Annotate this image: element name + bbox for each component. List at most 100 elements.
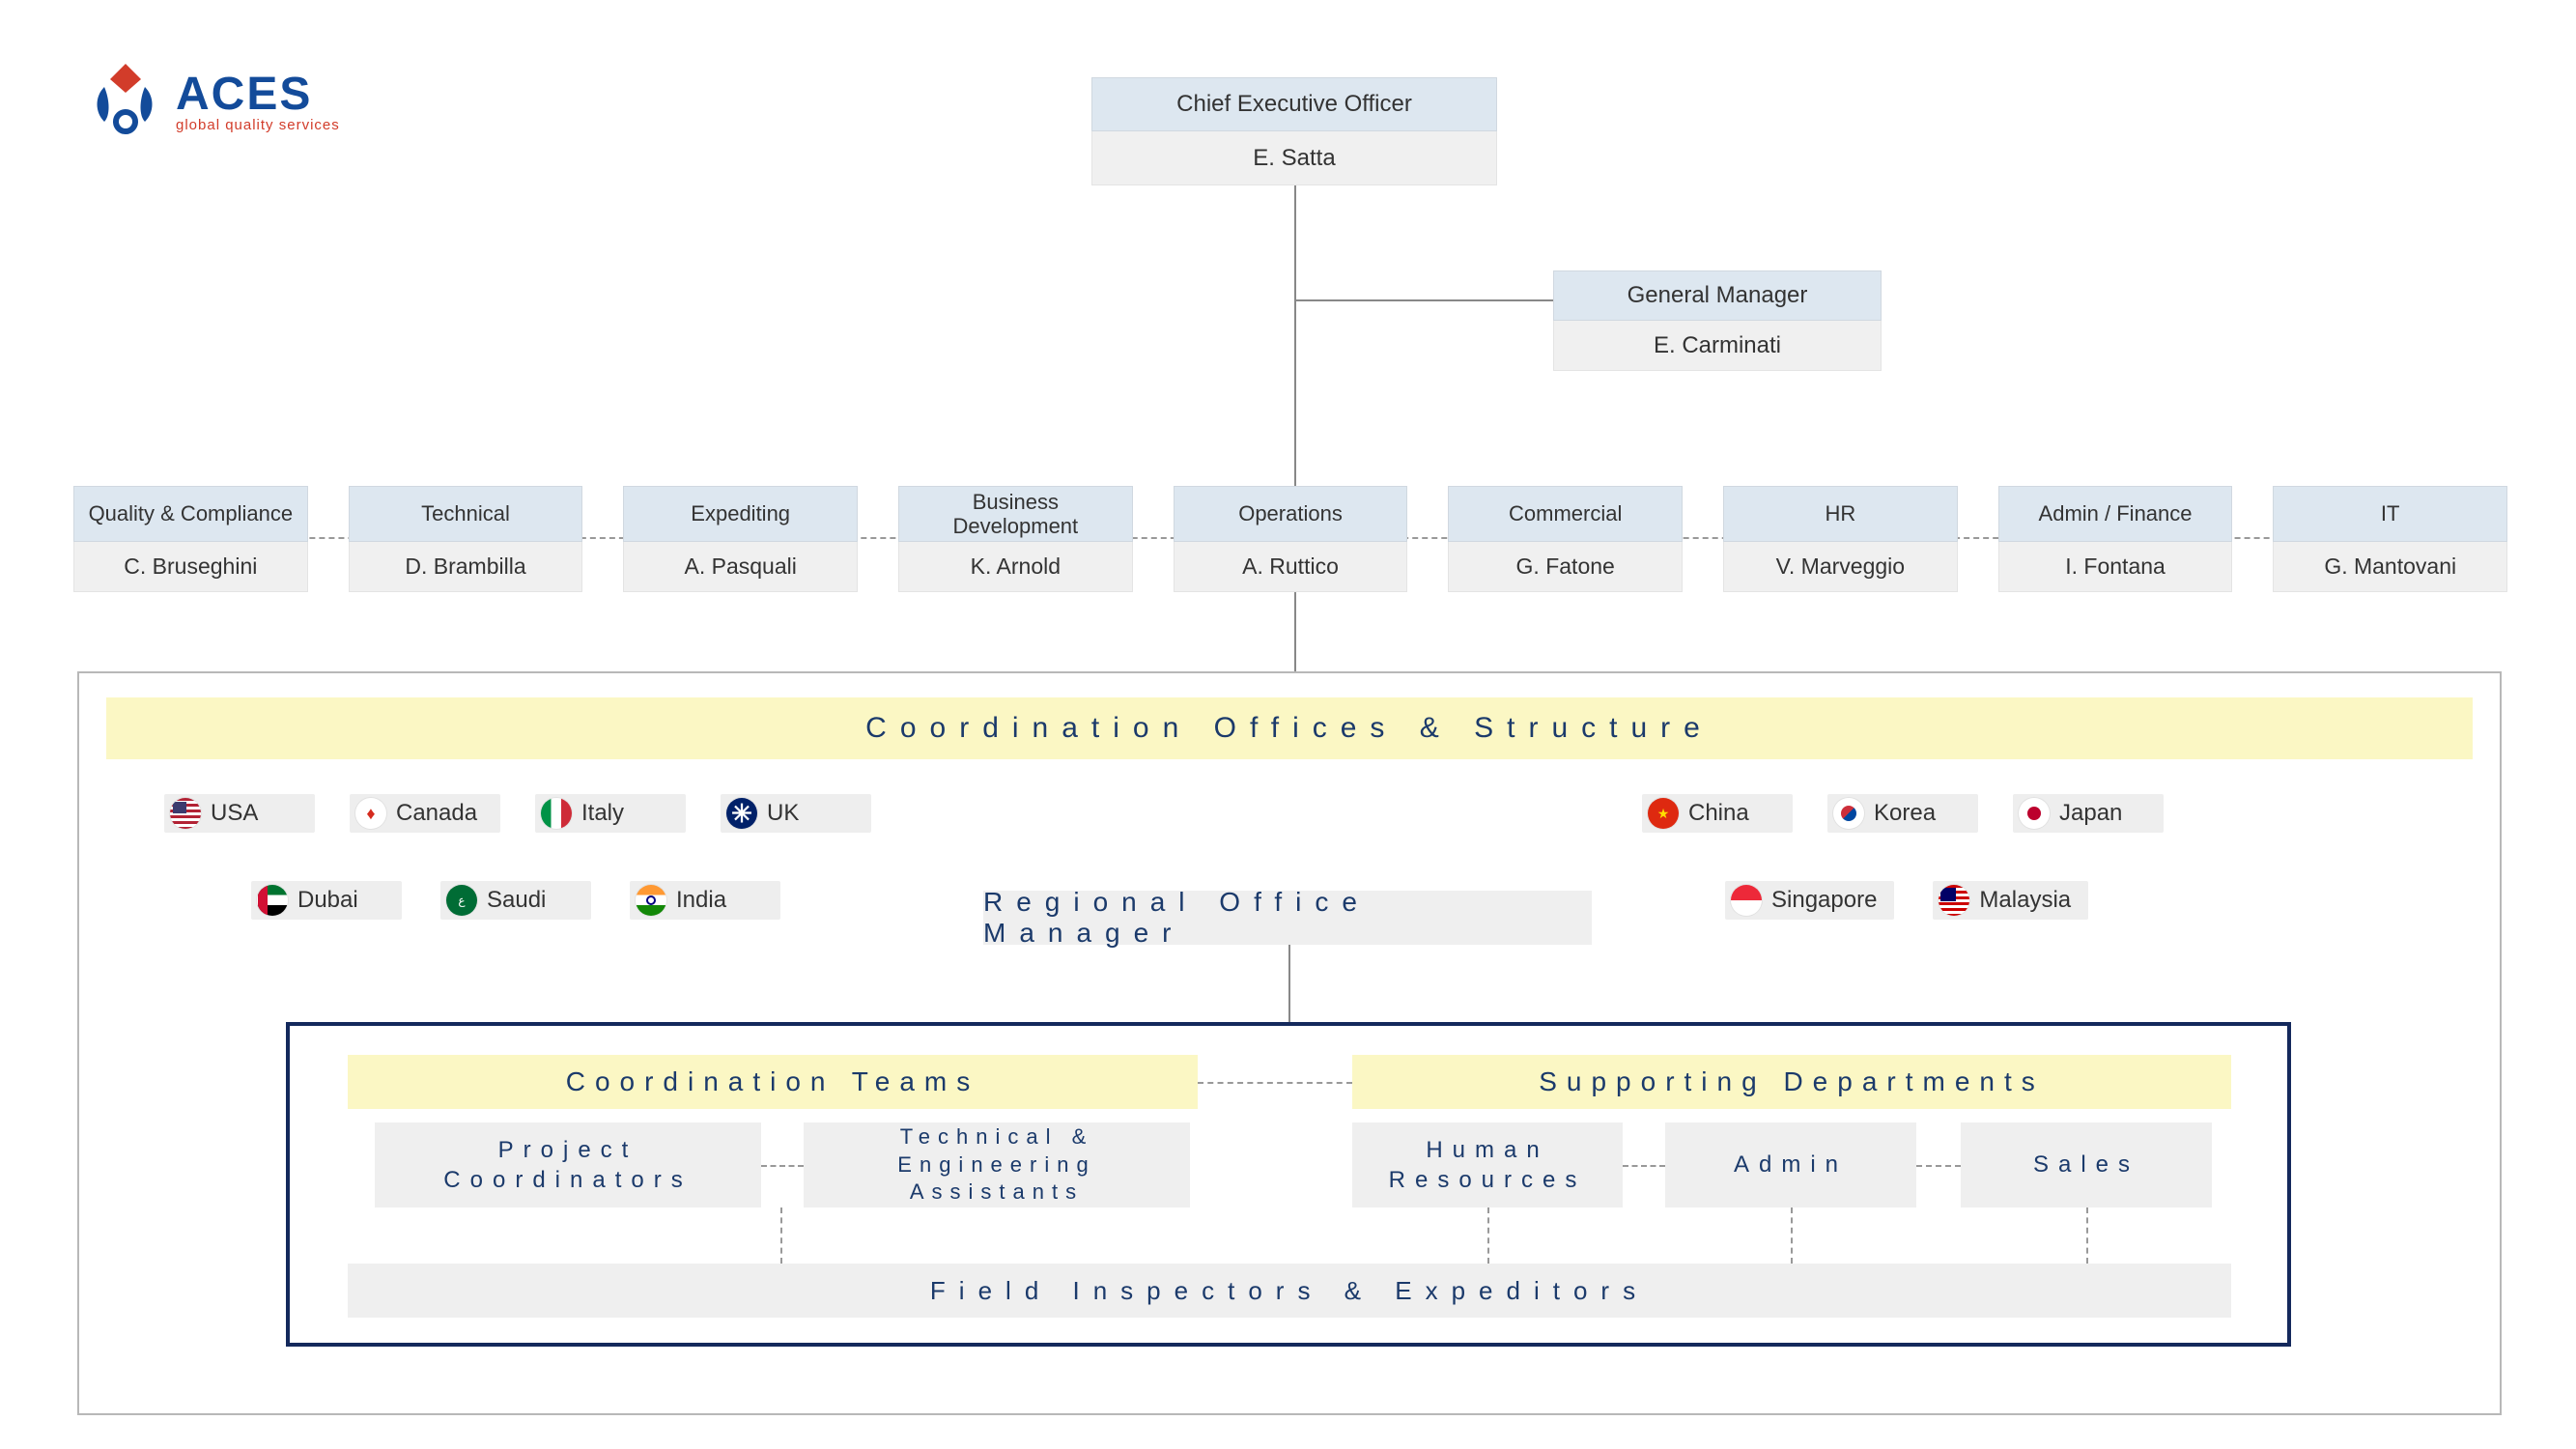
connector-dashed	[1916, 1165, 1961, 1167]
dept-name: K. Arnold	[898, 542, 1133, 592]
country-item: Malaysia	[1933, 881, 2088, 920]
dept-name: G. Fatone	[1448, 542, 1683, 592]
india-flag-icon	[636, 885, 666, 916]
dept-box: HRV. Marveggio	[1723, 486, 1958, 592]
country-label: USA	[211, 800, 297, 827]
country-label: Saudi	[487, 887, 574, 914]
countries-right-row2: Singapore Malaysia	[1725, 881, 2088, 920]
hr-box: HumanResources	[1352, 1122, 1623, 1208]
logo-brand: ACES	[176, 68, 340, 121]
uk-flag-icon: ✳	[726, 798, 757, 829]
country-label: China	[1688, 800, 1775, 827]
dept-title: Admin / Finance	[1998, 486, 2233, 542]
connector-dashed	[780, 1208, 782, 1264]
field-inspectors-bar: Field Inspectors & Expeditors	[348, 1264, 2231, 1318]
connector	[1294, 592, 1296, 671]
country-item: Japan	[2013, 794, 2164, 833]
country-label: Japan	[2059, 800, 2146, 827]
supporting-dept-banner: Supporting Departments	[1352, 1055, 2231, 1109]
dept-name: I. Fontana	[1998, 542, 2233, 592]
dept-title: Technical	[349, 486, 583, 542]
country-item: Korea	[1827, 794, 1978, 833]
gm-name: E. Carminati	[1553, 321, 1882, 371]
country-item: ♦ Canada	[350, 794, 500, 833]
canada-flag-icon: ♦	[355, 798, 386, 829]
china-flag-icon: ★	[1648, 798, 1679, 829]
coordination-banner: Coordination Offices & Structure	[106, 697, 2473, 759]
coord-teams-banner: Coordination Teams	[348, 1055, 1198, 1109]
dept-name: A. Pasquali	[623, 542, 858, 592]
malaysia-flag-icon	[1939, 885, 1969, 916]
dept-title: Business Development	[898, 486, 1133, 542]
dept-box: TechnicalD. Brambilla	[349, 486, 583, 592]
tech-eng-box: Technical &EngineeringAssistants	[804, 1122, 1190, 1208]
country-item: ✳ UK	[721, 794, 871, 833]
dept-name: A. Ruttico	[1174, 542, 1408, 592]
admin-box: Admin	[1665, 1122, 1916, 1208]
italy-flag-icon	[541, 798, 572, 829]
ceo-title: Chief Executive Officer	[1091, 77, 1497, 131]
dept-box: Admin / FinanceI. Fontana	[1998, 486, 2233, 592]
country-item: USA	[164, 794, 315, 833]
country-item: Dubai	[251, 881, 402, 920]
dubai-flag-icon	[257, 885, 288, 916]
project-coordinators-box: ProjectCoordinators	[375, 1122, 761, 1208]
ceo-name: E. Satta	[1091, 131, 1497, 185]
dept-title: Operations	[1174, 486, 1408, 542]
country-label: Italy	[581, 800, 668, 827]
sales-box: Sales	[1961, 1122, 2212, 1208]
saudi-flag-icon: ع	[446, 885, 477, 916]
country-item: Italy	[535, 794, 686, 833]
connector-dashed	[2086, 1208, 2088, 1264]
country-item: Singapore	[1725, 881, 1894, 920]
japan-flag-icon	[2019, 798, 2050, 829]
countries-left-row2: Dubai ع Saudi India	[251, 881, 780, 920]
dept-box: CommercialG. Fatone	[1448, 486, 1683, 592]
dept-box: Quality & ComplianceC. Bruseghini	[73, 486, 308, 592]
departments-row: Quality & ComplianceC. Bruseghini Technic…	[73, 486, 2507, 592]
dept-title: HR	[1723, 486, 1958, 542]
dept-box: ExpeditingA. Pasquali	[623, 486, 858, 592]
country-label: Singapore	[1771, 887, 1877, 914]
dept-title: Commercial	[1448, 486, 1683, 542]
dept-name: G. Mantovani	[2273, 542, 2507, 592]
dept-name: D. Brambilla	[349, 542, 583, 592]
connector	[1294, 299, 1296, 486]
country-label: UK	[767, 800, 854, 827]
country-item: India	[630, 881, 780, 920]
dept-name: C. Bruseghini	[73, 542, 308, 592]
dept-box: Business DevelopmentK. Arnold	[898, 486, 1133, 592]
countries-left-row1: USA ♦ Canada Italy ✳ UK	[164, 794, 871, 833]
dept-box: OperationsA. Ruttico	[1174, 486, 1408, 592]
dept-name: V. Marveggio	[1723, 542, 1958, 592]
countries-right-row1: ★ China Korea Japan	[1642, 794, 2164, 833]
logo-mark-icon	[89, 58, 162, 143]
connector-dashed	[1487, 1208, 1489, 1264]
dept-title: Expediting	[623, 486, 858, 542]
country-label: Dubai	[297, 887, 384, 914]
dept-title: Quality & Compliance	[73, 486, 308, 542]
connector-dashed	[1198, 1082, 1352, 1084]
country-item: ع Saudi	[440, 881, 591, 920]
connector	[1294, 299, 1553, 301]
logo: ACES global quality services	[89, 58, 340, 143]
usa-flag-icon	[170, 798, 201, 829]
dept-box: ITG. Mantovani	[2273, 486, 2507, 592]
country-label: Korea	[1874, 800, 1961, 827]
regional-manager-bar: Regional Office Manager	[983, 891, 1592, 945]
country-item: ★ China	[1642, 794, 1793, 833]
logo-tagline: global quality services	[176, 117, 340, 133]
connector-dashed	[761, 1165, 804, 1167]
country-label: Malaysia	[1979, 887, 2071, 914]
country-label: Canada	[396, 800, 483, 827]
dept-title: IT	[2273, 486, 2507, 542]
korea-flag-icon	[1833, 798, 1864, 829]
connector-dashed	[1791, 1208, 1793, 1264]
connector	[1294, 185, 1296, 299]
gm-title: General Manager	[1553, 270, 1882, 321]
country-label: India	[676, 887, 763, 914]
ceo-box: Chief Executive Officer E. Satta	[1091, 77, 1497, 185]
singapore-flag-icon	[1731, 885, 1762, 916]
connector	[1288, 945, 1290, 1022]
gm-box: General Manager E. Carminati	[1553, 270, 1882, 371]
